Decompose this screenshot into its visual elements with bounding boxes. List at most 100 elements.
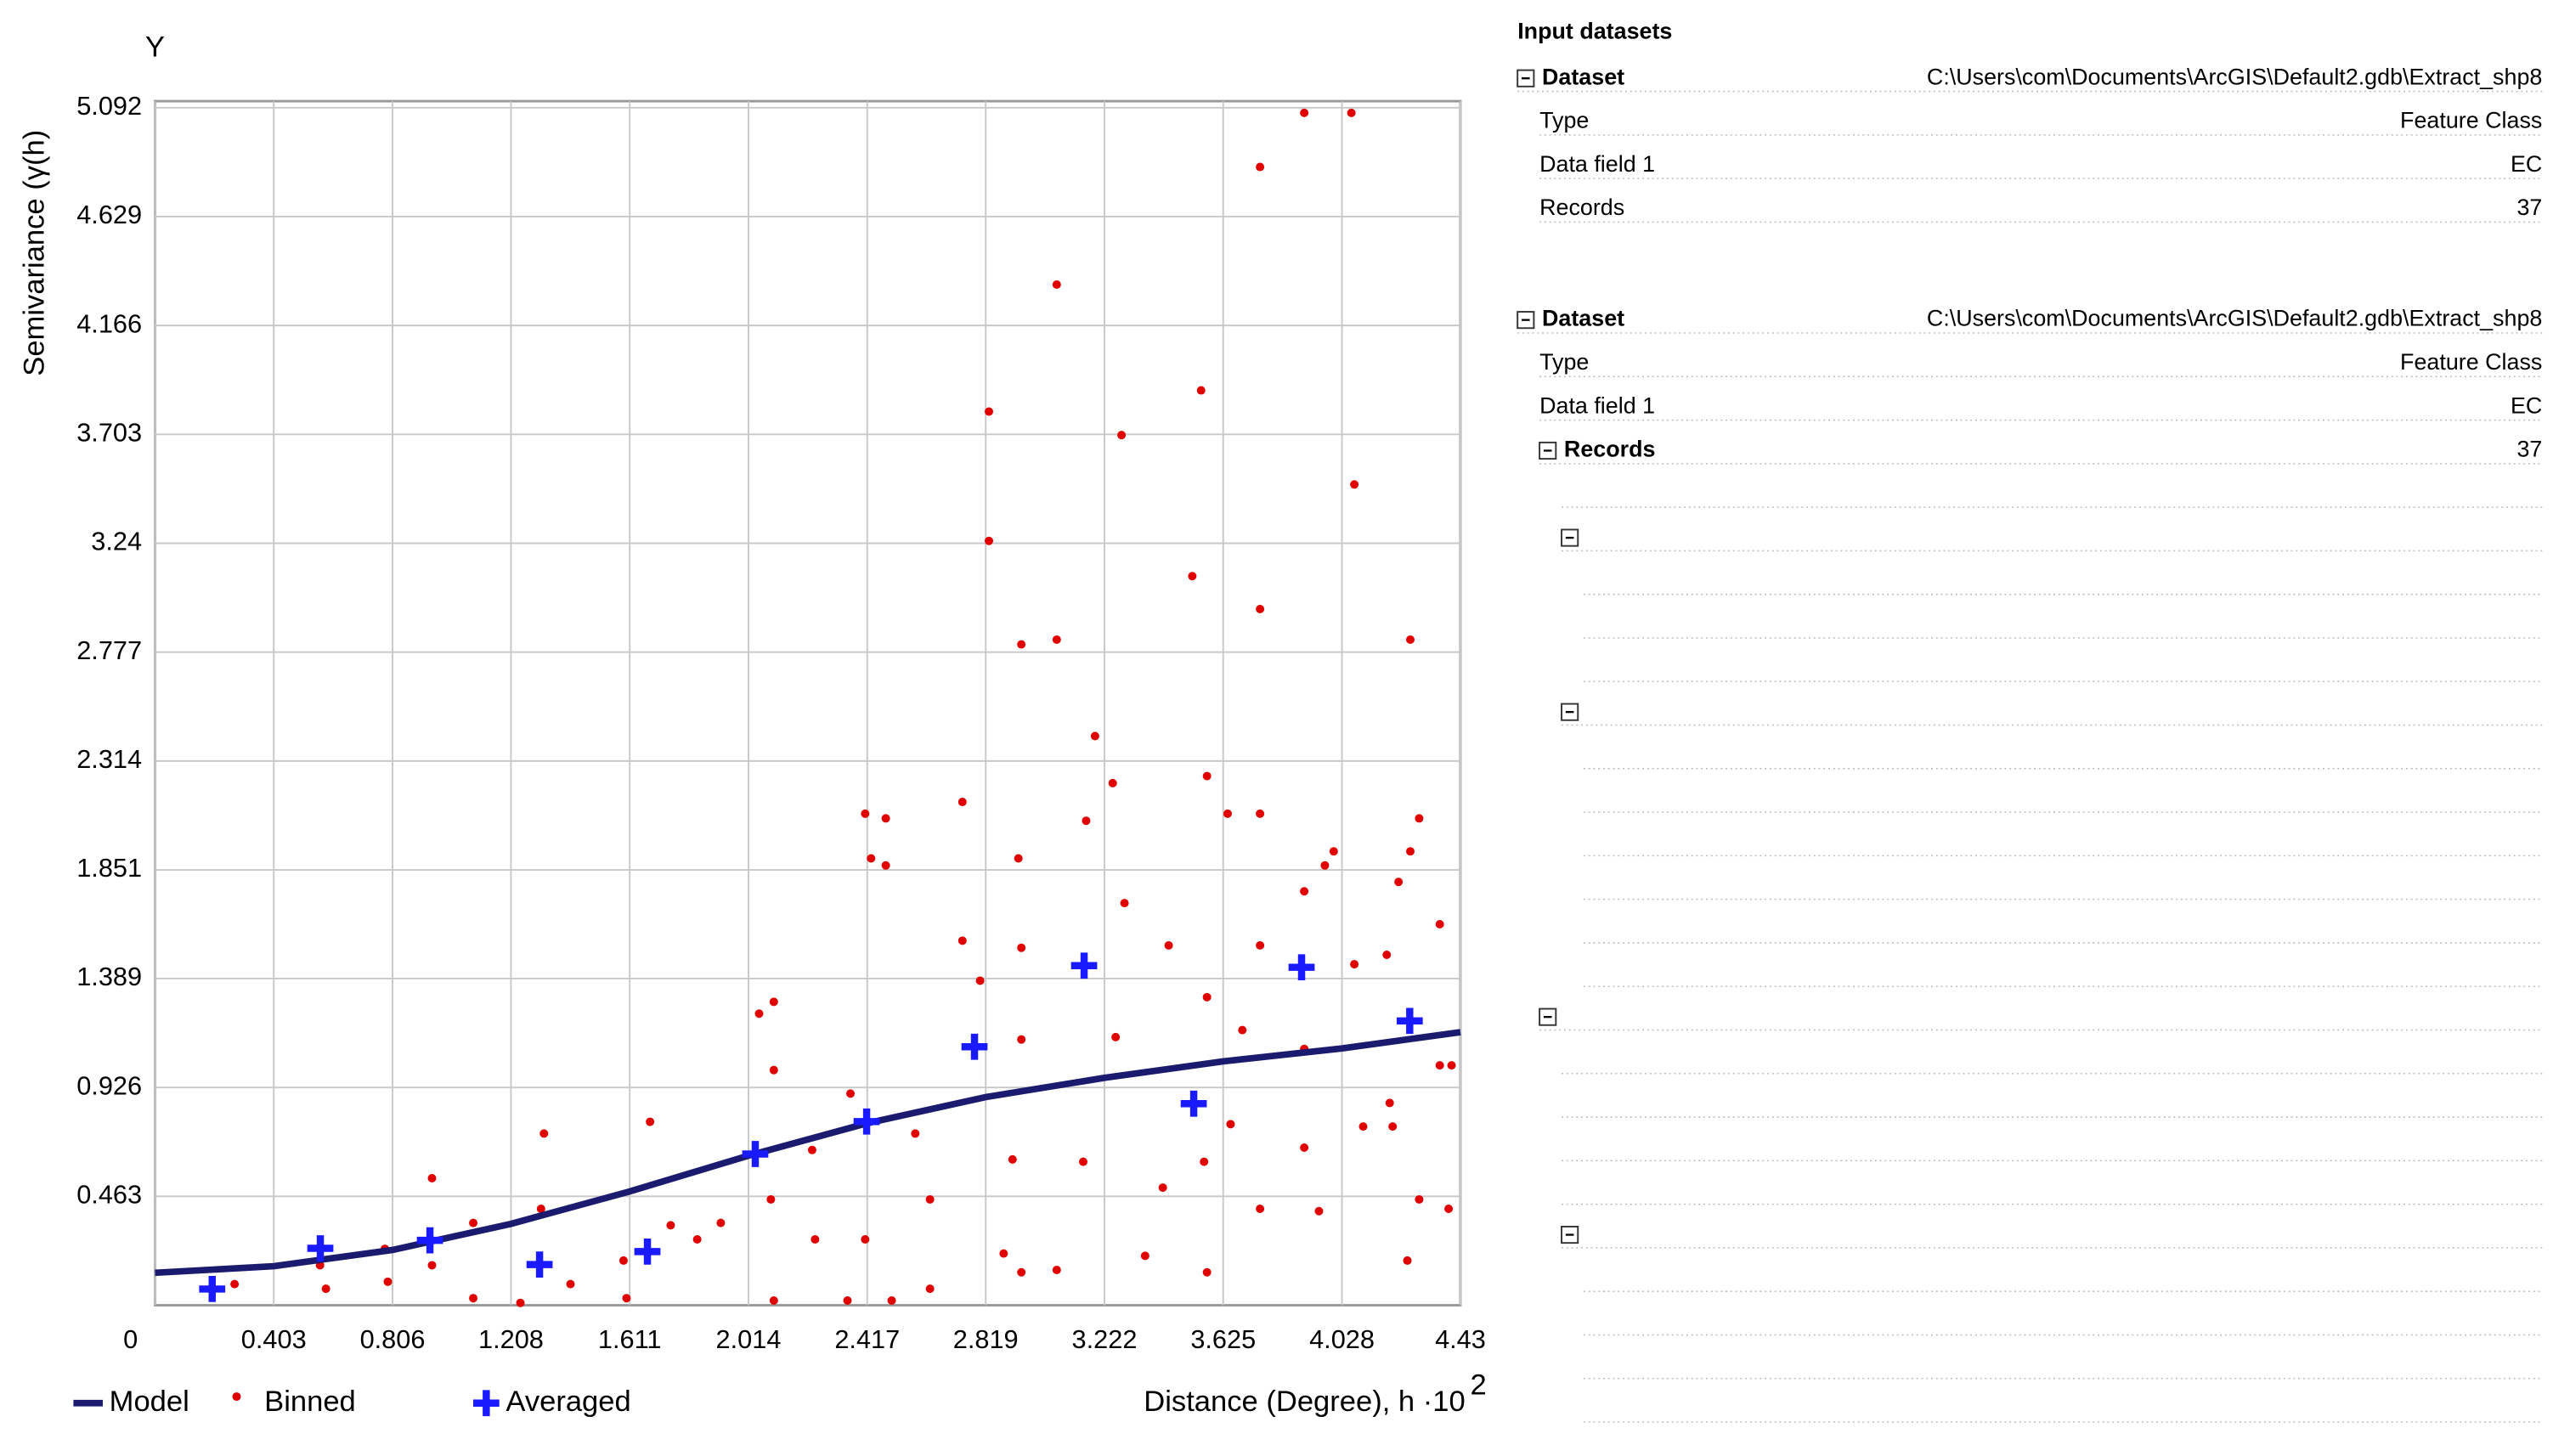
binned-point: [1196, 386, 1206, 395]
binned-point: [999, 1249, 1008, 1258]
binned-point: [1014, 854, 1023, 863]
averaged-point: [853, 1108, 880, 1135]
binned-point: [1111, 1032, 1121, 1041]
binned-point: [1140, 1251, 1149, 1261]
binned-point: [1256, 162, 1265, 172]
binned-point: [1017, 1267, 1026, 1277]
averaged-point: [1396, 1007, 1423, 1035]
binned-point: [1403, 1256, 1412, 1265]
y-tick-label: 4.629: [76, 200, 142, 229]
averaged-point: [526, 1251, 553, 1278]
binned-point: [754, 1009, 764, 1019]
binned-point: [1415, 814, 1424, 823]
binned-point: [716, 1218, 726, 1227]
binned-point: [1256, 605, 1265, 614]
binned-point: [881, 814, 890, 823]
binned-point: [867, 854, 876, 863]
binned-point: [383, 1277, 393, 1286]
x-axis-label: Distance (Degree), h ·10: [1144, 1385, 1465, 1418]
binned-point: [769, 1295, 778, 1305]
binned-point: [1238, 1025, 1247, 1035]
binned-point: [1394, 878, 1404, 887]
binned-point: [469, 1218, 478, 1227]
binned-point: [975, 976, 985, 985]
x-tick-label: 2.819: [953, 1324, 1019, 1354]
binned-point: [1223, 809, 1232, 818]
legend-swatch: [232, 1392, 241, 1402]
y-tick-label: 2.314: [76, 744, 142, 774]
binned-point: [622, 1294, 631, 1303]
row-label: Data field 1: [1539, 392, 1655, 418]
binned-point: [1256, 1205, 1265, 1214]
semivariogram-chart: Y Semivariance (γ(h) Distance (Degree), …: [18, 31, 1486, 1418]
binned-point: [1358, 1122, 1368, 1132]
binned-point: [1202, 771, 1212, 781]
binned-point: [618, 1256, 628, 1265]
averaged-point: [1070, 952, 1098, 979]
binned-point: [1350, 960, 1359, 969]
binned-point: [566, 1279, 575, 1289]
y-tick-label: 4.166: [76, 308, 142, 338]
binned-point: [811, 1235, 820, 1244]
binned-point: [1314, 1206, 1324, 1216]
binned-point: [1347, 108, 1356, 117]
row-value: Feature Class: [2400, 349, 2542, 375]
binned-point: [769, 997, 778, 1007]
binned-point: [1108, 778, 1117, 787]
binned-point: [1052, 279, 1061, 289]
binned-point: [230, 1279, 240, 1289]
row-value: 37: [2516, 437, 2542, 462]
averaged-point: [1288, 954, 1315, 981]
binned-point: [957, 936, 967, 945]
binned-point: [881, 861, 890, 870]
binned-point: [1447, 1061, 1456, 1070]
grid: [154, 101, 1461, 1306]
binned-point: [1052, 1265, 1061, 1274]
row-label: Records: [1564, 437, 1656, 462]
y-tick-label: 0.926: [76, 1070, 142, 1100]
y-tick-label: 1.851: [76, 853, 142, 883]
binned-point: [1017, 1035, 1026, 1044]
x-tick-label: 3.222: [1072, 1324, 1138, 1354]
binned-point: [1350, 480, 1359, 489]
binned-point: [766, 1194, 776, 1204]
averaged-point: [634, 1239, 661, 1265]
binned-point: [843, 1295, 852, 1305]
binned-point: [957, 798, 967, 807]
row-value: Feature Class: [2400, 108, 2542, 133]
binned-point: [1200, 1157, 1209, 1166]
averaged-point: [199, 1276, 226, 1302]
legend-label: Binned: [264, 1385, 356, 1418]
binned-point: [1090, 731, 1099, 741]
binned-point: [1406, 635, 1415, 645]
y-tick-label: 1.389: [76, 962, 142, 991]
binned-point: [1256, 809, 1265, 818]
binned-point: [769, 1065, 778, 1075]
row-value: 37: [2516, 195, 2542, 220]
binned-point: [1202, 992, 1212, 1002]
binned-point: [1444, 1205, 1454, 1214]
row-value: C:\Users\com\Documents\ArcGIS\Default2.g…: [1927, 306, 2542, 331]
row-label: Type: [1539, 108, 1589, 133]
binned-point: [1120, 899, 1129, 908]
binned-point: [516, 1298, 525, 1307]
binned-point: [1382, 951, 1392, 960]
binned-point: [1117, 431, 1127, 440]
averaged-point: [307, 1235, 334, 1261]
y-tick-label: 0.463: [76, 1179, 142, 1209]
row-label: Records: [1539, 195, 1624, 220]
binned-point: [1385, 1098, 1394, 1108]
top-label: Y: [145, 31, 165, 64]
y-tick-label: 3.24: [91, 527, 142, 556]
x-tick-label: 0.806: [360, 1324, 426, 1354]
binned-point: [666, 1221, 675, 1230]
binned-point: [1017, 943, 1026, 952]
x-tick-label: 2.014: [716, 1324, 782, 1354]
binned-point: [807, 1145, 816, 1154]
row-label: Dataset: [1542, 306, 1624, 331]
binned-point: [861, 1235, 870, 1244]
row-value: EC: [2511, 392, 2542, 418]
row-label: Type: [1539, 349, 1589, 375]
averaged-point: [742, 1141, 769, 1167]
legend-label: Model: [110, 1385, 189, 1418]
